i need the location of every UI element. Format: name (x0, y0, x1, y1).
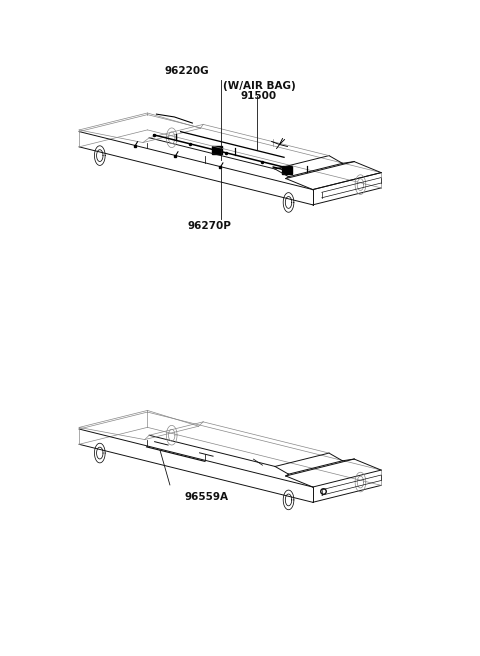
Text: 96220G: 96220G (165, 66, 209, 76)
Text: (W/AIR BAG): (W/AIR BAG) (223, 81, 295, 91)
Text: 96559A: 96559A (185, 492, 229, 502)
FancyBboxPatch shape (212, 146, 222, 154)
Text: 91500: 91500 (241, 91, 277, 102)
Text: 96270P: 96270P (187, 221, 231, 231)
FancyBboxPatch shape (282, 167, 292, 174)
